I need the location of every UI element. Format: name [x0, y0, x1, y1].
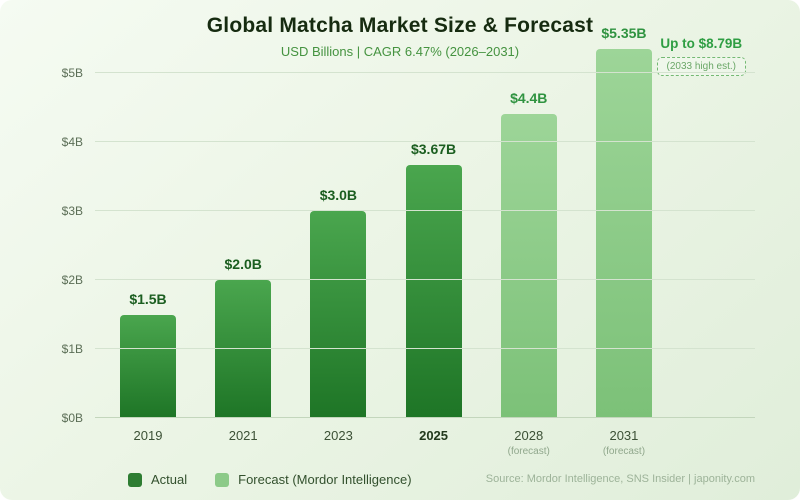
gridline [95, 210, 755, 211]
x-tick-label: 2021 [173, 428, 313, 443]
bar-2031 [595, 48, 652, 418]
y-tick-label: $1B [61, 342, 83, 356]
forecast-tag: (forecast) [602, 446, 646, 457]
bar-value-label: $5.35B [601, 24, 647, 41]
x-tick-year: 2025 [419, 428, 449, 443]
high-estimate-note: (2033 high est.) [656, 57, 746, 76]
gridline [95, 348, 755, 349]
bar-2021 [215, 280, 272, 418]
chart-subtitle: USD Billions | CAGR 6.47% (2026–2031) [280, 44, 520, 59]
plot-area: $1.5B 2019 $2.0B 2021 $3.0B 2023 $3.67B 2025 $4.… [62, 25, 755, 457]
bars: $1.5B 2019 $2.0B 2021 $3.0B 2023 $3.67B 2025 $4.… [103, 24, 669, 457]
bar-2028 [500, 114, 557, 418]
legend-swatch-forecast [215, 472, 230, 487]
legend-label-forecast: Forecast (Mordor Intelligence) [238, 472, 412, 487]
bar-value-label: $3.0B [319, 187, 358, 203]
legend-label-actual: Actual [151, 472, 188, 487]
y-tick-label: $4B [61, 135, 83, 149]
bar-2023 [310, 211, 367, 418]
x-tick-year: 2019 [133, 428, 163, 443]
bar-2025 [405, 164, 462, 418]
x-tick-label: 2025 [364, 428, 504, 443]
y-tick-label: $5B [61, 66, 83, 80]
high-estimate-value: Up to $8.79B [660, 36, 743, 51]
bar-group-2019: $1.5B 2019 [103, 290, 193, 443]
bar-value-label: $4.4B [510, 90, 548, 107]
x-tick-label: 2023 [268, 428, 408, 443]
source-credit: Source: Mordor Intelligence, SNS Insider… [485, 473, 755, 485]
chart-title: Global Matcha Market Size & Forecast [206, 14, 594, 37]
bar-group-2025: $3.67B 2025 [389, 140, 479, 443]
legend-item-actual: Actual [128, 472, 187, 487]
y-tick-label: $0B [61, 411, 83, 425]
high-estimate-annotation: Up to $8.79B (2033 high est.) [656, 36, 746, 76]
bar-group-2023: $3.0B 2023 [293, 187, 383, 443]
x-tick-label: 2031 (forecast) [554, 428, 694, 457]
x-tick-year: 2028 [514, 428, 544, 443]
gridline [95, 279, 755, 280]
x-tick-year: 2023 [323, 428, 353, 443]
bar-2019 [120, 314, 176, 418]
bar-value-label: $1.5B [129, 290, 167, 307]
bar-group-2028: $4.4B 2028 (forecast) [484, 90, 574, 457]
legend-swatch-actual [128, 472, 142, 487]
x-tick-year: 2021 [228, 428, 258, 443]
y-tick-label: $3B [61, 204, 83, 218]
bar-value-label: $2.0B [224, 256, 262, 272]
y-tick-label: $2B [61, 273, 83, 287]
forecast-tag: (forecast) [507, 446, 550, 457]
x-axis-line [95, 417, 755, 418]
x-tick-year: 2031 [609, 428, 639, 443]
bar-value-label: $3.67B [410, 140, 457, 157]
gridline [95, 141, 755, 142]
bar-group-2031: $5.35B 2031 (forecast) [579, 24, 669, 457]
gridline [95, 72, 755, 73]
x-tick-label: 2028 (forecast) [459, 428, 599, 457]
bar-group-2021: $2.0B 2021 [198, 256, 288, 443]
legend-item-forecast: Forecast (Mordor Intelligence) [215, 472, 412, 487]
legend: Actual Forecast (Mordor Intelligence) [128, 472, 412, 487]
x-tick-label: 2019 [78, 428, 218, 443]
